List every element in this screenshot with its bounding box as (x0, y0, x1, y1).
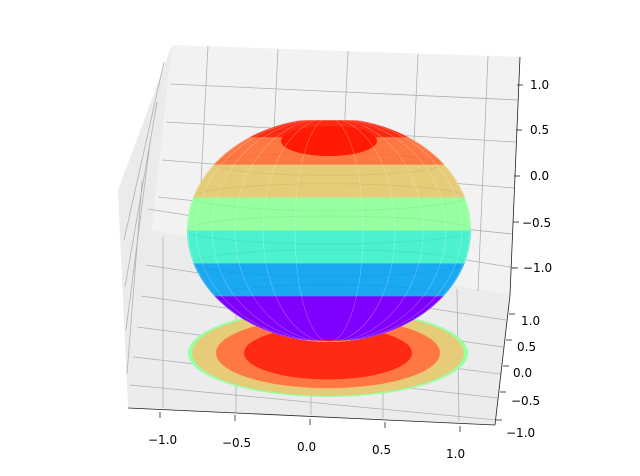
tick-labels: −1.0 −0.5 0.0 0.5 1.0 −1.0 −0.5 0.0 0.5 … (148, 78, 552, 461)
y-axis-line (494, 294, 511, 426)
y-tick-label: 0.0 (513, 366, 532, 380)
sphere-band (187, 262, 471, 297)
z-tick-label: −0.5 (522, 216, 551, 230)
sphere-bands (187, 118, 471, 342)
latitude-ring (214, 284, 444, 308)
latitude-ring (193, 249, 465, 277)
meridian-line (262, 118, 396, 342)
projection-band (244, 326, 412, 380)
sphere-band (187, 197, 471, 231)
meridian-line (195, 118, 463, 342)
gridline (126, 181, 143, 375)
x-tick-label: 0.0 (297, 440, 316, 454)
meridian-line (294, 118, 364, 342)
gridline (123, 61, 165, 241)
axes (127, 56, 523, 432)
meridian-line (234, 118, 424, 342)
y-tick-label: −1.0 (506, 426, 535, 440)
latitude-ring (193, 183, 465, 211)
x-tick-label: −1.0 (148, 433, 177, 447)
y-tick-label: −0.5 (511, 394, 540, 408)
sphere-band (187, 164, 471, 198)
meridian-line (195, 118, 463, 342)
meridian-line (262, 118, 396, 342)
x-axis-line (127, 407, 496, 426)
meridian-line (187, 118, 471, 342)
z-tick-label: 0.5 (530, 123, 549, 137)
x-tick-label: −0.5 (222, 436, 251, 450)
meridian-line (211, 118, 447, 342)
contour-projection (188, 309, 468, 397)
meridian-line (211, 118, 447, 342)
z-tick-label: 0.0 (530, 169, 549, 183)
gridline (169, 83, 519, 101)
z-tick-label: 1.0 (530, 78, 549, 92)
sphere-band (187, 230, 471, 264)
gridline (129, 384, 497, 421)
sphere-surface (187, 118, 471, 342)
meridian-line (187, 118, 471, 342)
x-tick-label: 1.0 (446, 447, 465, 461)
sphere-top-cap (281, 126, 377, 156)
z-tick-label: −1.0 (523, 261, 552, 275)
x-tick-label: 0.5 (372, 443, 391, 457)
meridian-line (234, 118, 424, 342)
gridline (477, 55, 489, 292)
y-tick-label: 1.0 (521, 314, 540, 328)
latitude-ring (187, 215, 471, 245)
y-tick-label: 0.5 (517, 340, 536, 354)
meridian-line (294, 118, 364, 342)
